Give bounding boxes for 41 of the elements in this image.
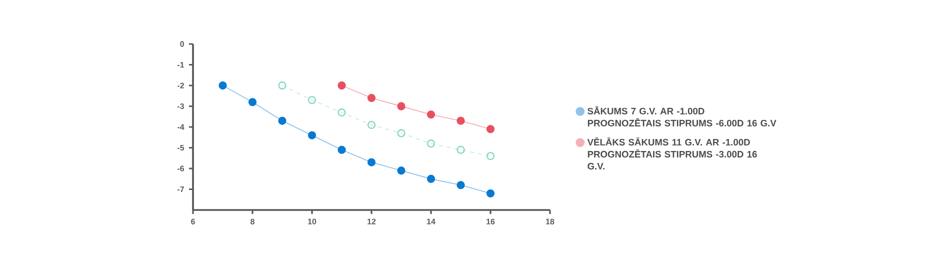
point — [278, 116, 286, 125]
point — [486, 152, 495, 160]
point — [397, 129, 406, 138]
x-tick-label: 16 — [486, 218, 495, 224]
point — [397, 102, 406, 110]
x-tick-label: 14 — [427, 218, 436, 224]
y-tick-label: -7 — [177, 186, 184, 192]
point — [248, 98, 257, 106]
y-tick-label: -5 — [177, 144, 184, 151]
point — [218, 81, 227, 90]
point — [367, 94, 376, 102]
x-tick-label: 12 — [368, 218, 376, 224]
y-tick-label: -1 — [177, 62, 184, 68]
point — [456, 146, 465, 154]
point — [308, 131, 316, 140]
point — [486, 125, 495, 134]
point — [338, 81, 346, 90]
y-tick-label: 0 — [180, 41, 184, 47]
y-tick-label: -2 — [177, 82, 184, 88]
x-tick-label: 10 — [308, 218, 316, 224]
x-tick-label: 6 — [191, 218, 195, 224]
point — [456, 181, 465, 190]
x-tick-label: 8 — [250, 218, 254, 224]
point — [338, 146, 346, 154]
point — [426, 174, 436, 183]
legend-label: VĒLĀKS SĀKUMS 11 G.V. AR -1.00D PROGNOZĒTAIS STIPRUMS -3.00D 16 G.V. — [587, 138, 757, 170]
point — [456, 116, 465, 125]
point — [367, 120, 376, 129]
point — [367, 158, 376, 166]
y-tick-label: -4 — [177, 124, 184, 130]
x-tick-label: 18 — [546, 218, 554, 224]
y-tick-label: -3 — [177, 103, 184, 110]
point — [278, 81, 286, 90]
point — [426, 110, 436, 119]
point — [397, 166, 406, 175]
legend-label: SĀKUMS 7 G.V. AR -1.00D PROGNOZĒTAIS STIPRUMS -6.00D 16 G.V — [588, 106, 776, 126]
y-tick-label: -6 — [177, 166, 184, 172]
point — [426, 140, 436, 148]
point — [308, 96, 316, 104]
point — [338, 108, 346, 117]
point — [486, 189, 495, 198]
